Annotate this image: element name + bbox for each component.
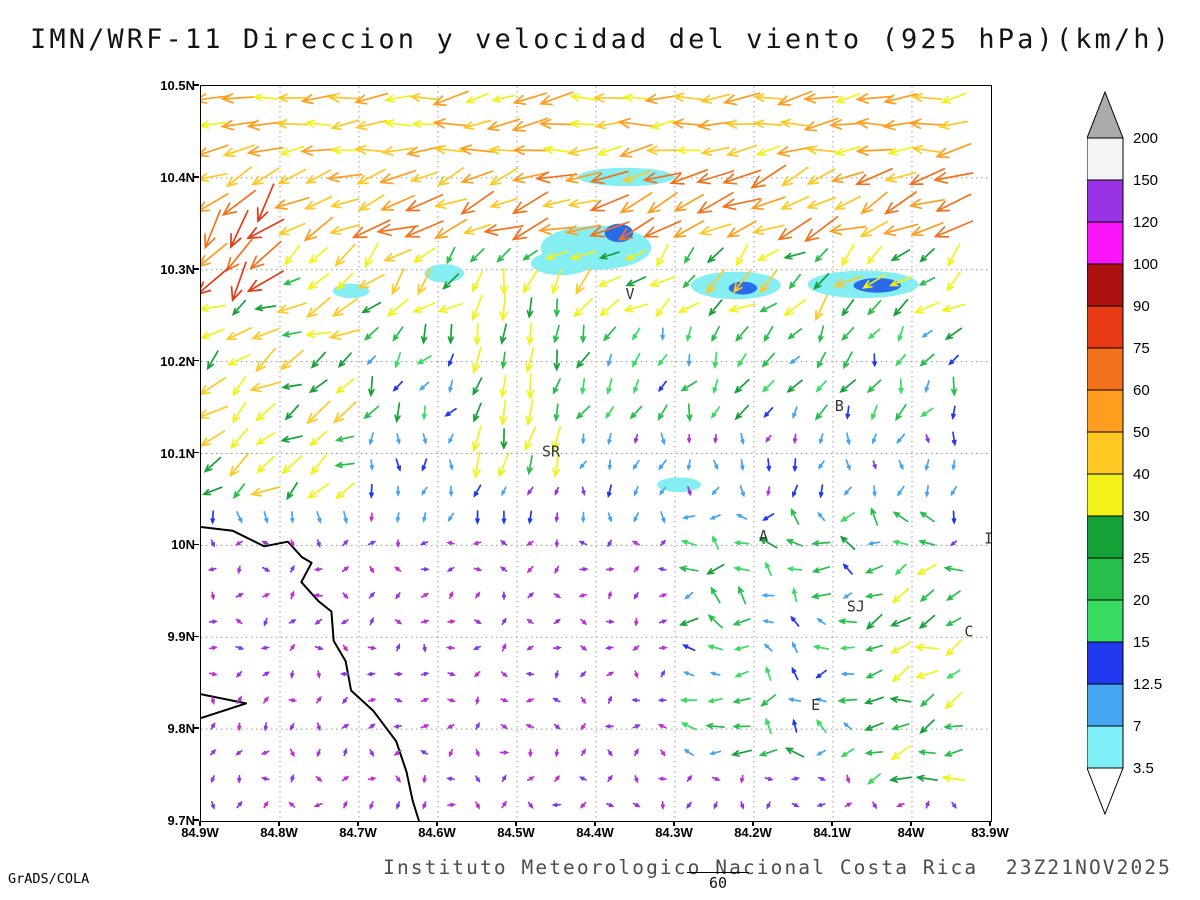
y-axis-tick: [194, 176, 199, 178]
y-axis-tick: [194, 451, 199, 454]
colorbar-tick-label: 25: [1133, 550, 1150, 567]
y-axis-tick-label: 10N: [171, 537, 195, 553]
station-label-e: E: [811, 696, 820, 714]
station-label-i: I: [984, 530, 991, 548]
coastline: [201, 526, 420, 821]
colorbar-tick-label: 150: [1133, 172, 1158, 189]
x-axis-tick-label: 84.6W: [418, 825, 456, 840]
wind-vector-map: V B SR A SJ C E I: [201, 86, 991, 821]
x-axis-tick-label: 84.9W: [181, 825, 219, 840]
station-label-sj: SJ: [847, 598, 865, 616]
station-label-a: A: [759, 527, 768, 545]
cloud-shading: [332, 167, 919, 493]
y-axis-tick-label: 10.4N: [160, 169, 195, 185]
colorbar-tick-label: 75: [1133, 340, 1150, 357]
x-axis-tick-label: 84.5W: [497, 825, 535, 840]
colorbar-segment: [1087, 431, 1124, 475]
station-label-b: B: [835, 397, 844, 415]
colorbar-tick-label: 40: [1133, 466, 1150, 483]
colorbar-segment: [1087, 683, 1124, 727]
map-plot-area: V B SR A SJ C E I: [200, 85, 992, 822]
colorbar-above-max: [1087, 90, 1124, 139]
colorbar-tick-label: 3.5: [1133, 760, 1154, 777]
y-axis-tick: [194, 359, 199, 362]
y-axis-tick: [194, 635, 199, 637]
x-axis-tick-label: 84.7W: [339, 825, 377, 840]
reference-vector-line: [687, 872, 749, 873]
y-axis-tick: [194, 543, 199, 546]
y-axis-tick-label: 9.7N: [167, 813, 195, 828]
colorbar-segment: [1087, 305, 1124, 349]
y-axis-tick-label: 10.3N: [160, 261, 195, 277]
colorbar-segment: [1087, 263, 1124, 307]
y-axis-tick: [194, 819, 199, 821]
colorbar-segment: [1087, 179, 1124, 223]
y-axis-tick: [194, 727, 199, 729]
lat-lon-gridlines: [201, 86, 991, 821]
colorbar-segment: [1087, 389, 1124, 433]
y-axis-tick: [194, 84, 199, 86]
reference-vector-label: 60: [708, 874, 728, 892]
station-label-sr: SR: [542, 442, 561, 460]
wind-arrows: [201, 90, 974, 811]
colorbar-segment: [1087, 473, 1124, 517]
y-axis-tick-label: 10.2N: [160, 353, 195, 369]
colorbar-segment: [1087, 599, 1124, 643]
colorbar-segment: [1087, 725, 1124, 769]
chart-title: IMN/WRF-11 Direccion y velocidad del vie…: [30, 24, 1172, 55]
y-axis-tick-label: 10.1N: [160, 445, 195, 461]
x-axis-tick-label: 83.9W: [971, 825, 1009, 840]
y-axis-tick-label: 9.8N: [167, 721, 195, 737]
colorbar-tick-label: 200: [1133, 130, 1158, 147]
colorbar-tick-label: 50: [1133, 424, 1150, 441]
station-label-v: V: [625, 285, 634, 303]
x-axis-tick-label: 84W: [897, 825, 925, 840]
colorbar-below-min: [1087, 767, 1124, 816]
footer-caption: Instituto Meteorologico Nacional Costa R…: [383, 856, 1172, 879]
colorbar-tick-label: 120: [1133, 214, 1158, 231]
y-axis-tick-label: 9.9N: [167, 629, 195, 645]
x-axis-tick-label: 84.4W: [576, 825, 614, 840]
colorbar-tick-label: 20: [1133, 592, 1150, 609]
colorbar-tick-label: 15: [1133, 634, 1150, 651]
y-axis-tick: [194, 268, 199, 270]
colorbar-tick-label: 100: [1133, 256, 1158, 273]
colorbar-segment: [1087, 557, 1124, 601]
colorbar-segment: [1087, 137, 1124, 181]
x-axis-tick-label: 84.8W: [260, 825, 298, 840]
colorbar-legend: 200 150 120 100 90 75 60 50 40 30 25 20 15 12.5 7 3.5: [1087, 90, 1162, 816]
station-labels: V B SR A SJ C E I: [542, 285, 991, 714]
colorbar-tick-label: 30: [1133, 508, 1150, 525]
x-axis-tick-label: 84.3W: [655, 825, 693, 840]
x-axis-tick-label: 84.1W: [813, 825, 851, 840]
station-label-c: C: [964, 622, 973, 640]
y-axis-tick-label: 10.5N: [160, 78, 195, 93]
colorbar-segment: [1087, 641, 1124, 685]
colorbar-segment: [1087, 347, 1124, 391]
colorbar-tick-label: 60: [1133, 382, 1150, 399]
colorbar-tick-label: 12.5: [1133, 676, 1162, 693]
x-axis-tick-label: 84.2W: [734, 825, 772, 840]
colorbar-tick-label: 7: [1133, 718, 1141, 735]
colorbar-tick-label: 90: [1133, 298, 1150, 315]
colorbar-segment: [1087, 515, 1124, 559]
colorbar-segment: [1087, 221, 1124, 265]
grads-credits: GrADS/COLA: [8, 871, 90, 887]
